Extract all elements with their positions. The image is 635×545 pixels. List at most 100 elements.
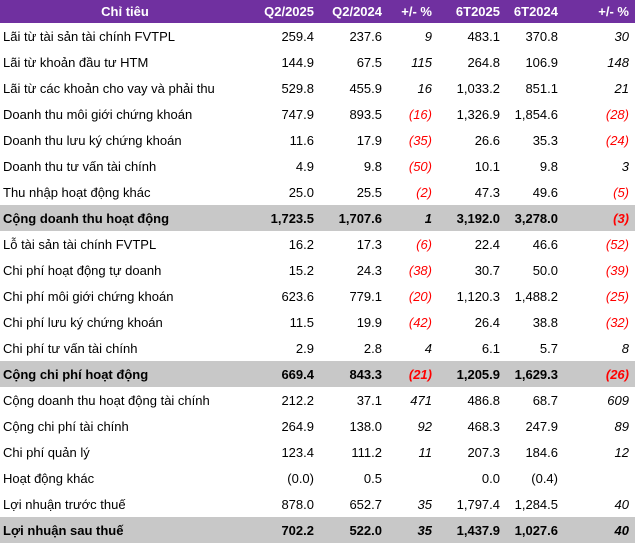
table-row: Thu nhập hoạt động khác 25.0 25.5 (2) 47.3 49… bbox=[0, 179, 635, 205]
row-label: Doanh thu tư vấn tài chính bbox=[3, 158, 157, 174]
cell-q2-2025: 669.4 bbox=[250, 361, 320, 387]
cell-q2-2024: 455.9 bbox=[349, 80, 382, 96]
cell-6t2024: 184.6 bbox=[525, 444, 558, 460]
cell-6t2024: 3,278.0 bbox=[506, 205, 564, 231]
cell-6t2025: 1,205.9 bbox=[438, 361, 506, 387]
row-label: Chi phí lưu ký chứng khoán bbox=[3, 314, 163, 330]
cell-6t2025: 10.1 bbox=[474, 158, 500, 174]
table-row: Chi phí hoạt động tự doanh 15.2 24.3 (38) 30… bbox=[0, 257, 635, 283]
cell-6t2025: 26.6 bbox=[474, 132, 500, 148]
cell-change-quarter: 11 bbox=[418, 444, 433, 460]
cell-change-half: (3) bbox=[564, 205, 635, 231]
cell-6t2025: 207.3 bbox=[467, 444, 500, 460]
cell-change-quarter: (20) bbox=[408, 288, 432, 304]
cell-6t2025: 30.7 bbox=[474, 262, 500, 278]
row-label: Doanh thu môi giới chứng khoán bbox=[3, 106, 193, 122]
table-row: Lãi từ khoản đầu tư HTM 144.9 67.5 115 264.8… bbox=[0, 49, 635, 75]
row-label: Thu nhập hoạt động khác bbox=[3, 184, 151, 200]
cell-q2-2025: 123.4 bbox=[281, 444, 314, 460]
cell-q2-2025: 11.5 bbox=[289, 314, 314, 330]
cell-q2-2025: 1,723.5 bbox=[250, 205, 320, 231]
cell-6t2025: 1,033.2 bbox=[456, 80, 500, 96]
cell-q2-2024: 138.0 bbox=[349, 418, 382, 434]
cell-change-half: (26) bbox=[564, 361, 635, 387]
row-label: Lỗ tài sản tài chính FVTPL bbox=[3, 236, 157, 252]
cell-change-quarter: 35 bbox=[388, 517, 438, 543]
cell-change-half: 3 bbox=[621, 158, 629, 174]
row-label: Chi phí quản lý bbox=[3, 444, 90, 460]
cell-6t2025: 3,192.0 bbox=[438, 205, 506, 231]
cell-q2-2024: 17.3 bbox=[356, 236, 382, 252]
cell-change-half: (25) bbox=[605, 288, 629, 304]
cell-change-half: 12 bbox=[614, 444, 629, 460]
cell-q2-2025: 878.0 bbox=[281, 496, 314, 512]
cell-change-quarter: (42) bbox=[408, 314, 432, 330]
cell-q2-2024: 67.5 bbox=[356, 54, 382, 70]
cell-q2-2025: 529.8 bbox=[281, 80, 314, 96]
table-header-row: Chỉ tiêu Q2/2025 Q2/2024 +/- % 6T2025 6T… bbox=[0, 0, 635, 23]
row-label: Cộng chi phí hoạt động bbox=[0, 361, 250, 387]
row-label: Cộng chi phí tài chính bbox=[3, 418, 129, 434]
cell-6t2024: 1,284.5 bbox=[514, 496, 558, 512]
cell-6t2024: 68.7 bbox=[532, 392, 558, 408]
cell-change-quarter: 16 bbox=[417, 80, 432, 96]
cell-q2-2025: 2.9 bbox=[295, 340, 314, 356]
cell-6t2024: 247.9 bbox=[525, 418, 558, 434]
cell-change-quarter: (21) bbox=[388, 361, 438, 387]
cell-q2-2025: 259.4 bbox=[281, 28, 314, 44]
cell-q2-2025: 15.2 bbox=[288, 262, 314, 278]
cell-q2-2024: 2.8 bbox=[363, 340, 382, 356]
row-label: Lãi từ các khoản cho vay và phải thu bbox=[3, 80, 215, 96]
cell-q2-2025: 212.2 bbox=[281, 392, 314, 408]
cell-change-half: (28) bbox=[605, 106, 629, 122]
cell-change-quarter: (2) bbox=[416, 184, 432, 200]
cell-6t2024: 1,854.6 bbox=[514, 106, 558, 122]
cell-change-quarter: (35) bbox=[408, 132, 432, 148]
cell-q2-2024: 652.7 bbox=[349, 496, 382, 512]
table-row: Doanh thu môi giới chứng khoán 747.9 893.5… bbox=[0, 101, 635, 127]
cell-change-half bbox=[564, 465, 635, 491]
cell-change-half: 40 bbox=[614, 496, 629, 512]
cell-6t2024: 1,027.6 bbox=[506, 517, 564, 543]
cell-q2-2024: 843.3 bbox=[320, 361, 388, 387]
cell-change-quarter: (38) bbox=[408, 262, 432, 278]
cell-q2-2024: 522.0 bbox=[320, 517, 388, 543]
cell-6t2025: 1,326.9 bbox=[456, 106, 500, 122]
cell-6t2025: 486.8 bbox=[467, 392, 500, 408]
row-label: Chi phí môi giới chứng khoán bbox=[3, 288, 174, 304]
row-label: Lợi nhuận trước thuế bbox=[3, 496, 126, 512]
cell-6t2025: 6.1 bbox=[481, 340, 500, 356]
cell-q2-2025: 623.6 bbox=[281, 288, 314, 304]
cell-change-quarter: 1 bbox=[388, 205, 438, 231]
cell-6t2025: 1,797.4 bbox=[456, 496, 500, 512]
cell-q2-2024: 237.6 bbox=[349, 28, 382, 44]
cell-6t2024: 9.8 bbox=[539, 158, 558, 174]
cell-q2-2024: 37.1 bbox=[356, 392, 382, 408]
cell-6t2024: 49.6 bbox=[532, 184, 558, 200]
table-row: Doanh thu lưu ký chứng khoán 11.6 17.9 (35)… bbox=[0, 127, 635, 153]
table-body: Lãi từ tài sản tài chính FVTPL 259.4 237.6… bbox=[0, 23, 635, 543]
header-change-half: +/- % bbox=[564, 0, 635, 23]
cell-q2-2025: 11.6 bbox=[289, 132, 314, 148]
cell-6t2025: 483.1 bbox=[467, 28, 500, 44]
cell-change-quarter: 471 bbox=[410, 392, 432, 408]
table-row: Lợi nhuận trước thuế 878.0 652.7 35 1,797.4 1… bbox=[0, 491, 635, 517]
cell-6t2024: 1,629.3 bbox=[506, 361, 564, 387]
cell-q2-2025: 144.9 bbox=[281, 54, 314, 70]
cell-6t2025: 1,120.3 bbox=[456, 288, 500, 304]
cell-6t2024: (0.4) bbox=[531, 470, 558, 486]
cell-6t2024: 851.1 bbox=[525, 80, 558, 96]
cell-change-half: (39) bbox=[605, 262, 629, 278]
table-row: Doanh thu tư vấn tài chính 4.9 9.8 (50) 10.1… bbox=[0, 153, 635, 179]
table-row: Chi phí quản lý 123.4 111.2 11 207.3 184.6 12 bbox=[0, 439, 635, 465]
header-6t2025: 6T2025 bbox=[438, 0, 506, 23]
cell-change-half: 148 bbox=[607, 54, 629, 70]
cell-6t2024: 50.0 bbox=[532, 262, 558, 278]
table-row-total: Cộng chi phí hoạt động 669.4 843.3 (21) 1,20… bbox=[0, 361, 635, 387]
row-label: Lợi nhuận sau thuế bbox=[0, 517, 250, 543]
cell-6t2024: 370.8 bbox=[525, 28, 558, 44]
cell-6t2024: 35.3 bbox=[532, 132, 558, 148]
table-row: Lãi từ tài sản tài chính FVTPL 259.4 237.6… bbox=[0, 23, 635, 49]
row-label: Cộng doanh thu hoạt động tài chính bbox=[3, 392, 210, 408]
